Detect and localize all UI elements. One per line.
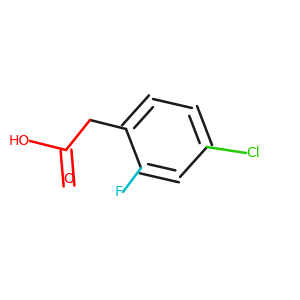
Text: F: F <box>115 185 123 199</box>
Text: O: O <box>64 172 74 186</box>
Text: HO: HO <box>9 134 30 148</box>
Text: Cl: Cl <box>246 146 260 160</box>
